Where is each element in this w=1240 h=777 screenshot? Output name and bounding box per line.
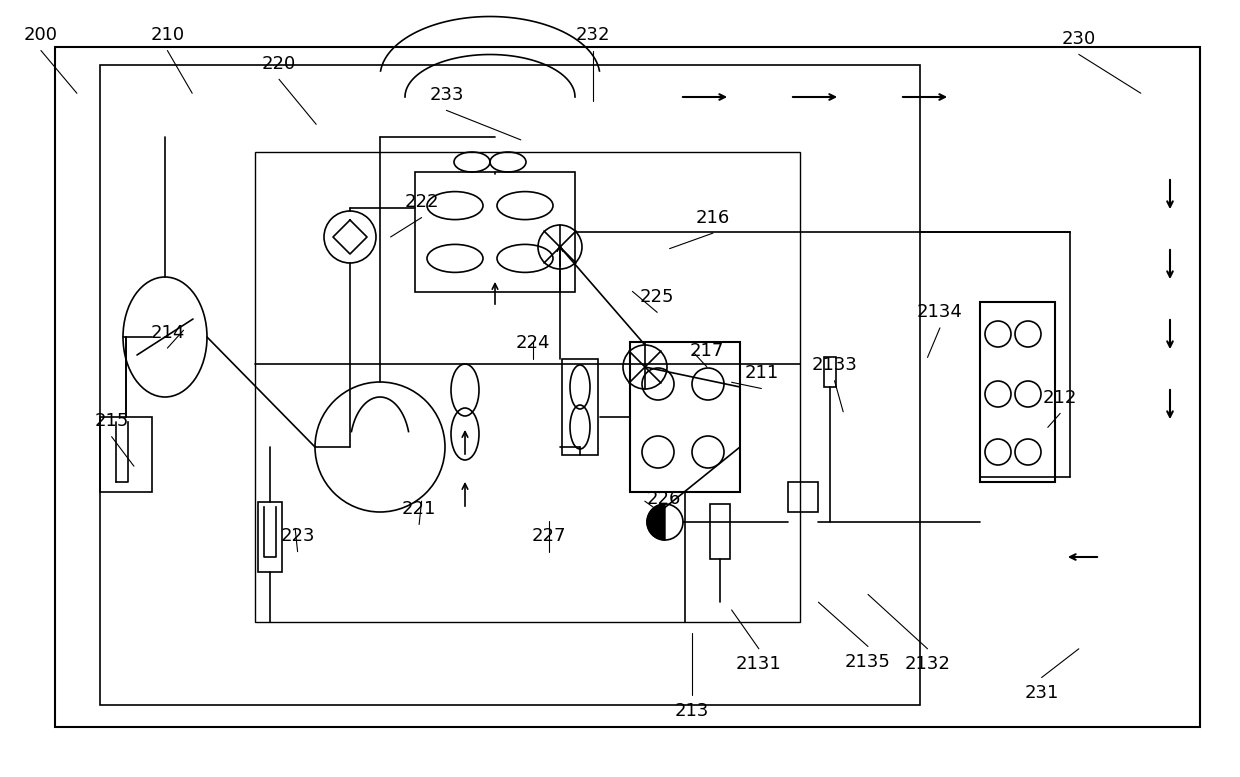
Text: 230: 230 xyxy=(1061,30,1096,48)
Text: 231: 231 xyxy=(1024,684,1059,702)
Text: 200: 200 xyxy=(24,26,58,44)
Text: 223: 223 xyxy=(280,527,315,545)
Bar xyxy=(55,47,1200,727)
Bar xyxy=(980,302,1055,482)
Text: 226: 226 xyxy=(646,490,681,508)
Text: 224: 224 xyxy=(516,334,551,353)
Text: 2132: 2132 xyxy=(905,655,950,674)
Bar xyxy=(255,152,800,622)
Text: 210: 210 xyxy=(150,26,185,44)
Bar xyxy=(630,342,740,492)
Text: 225: 225 xyxy=(640,287,675,306)
Text: 212: 212 xyxy=(1043,388,1078,407)
Polygon shape xyxy=(647,504,665,540)
Text: 2131: 2131 xyxy=(737,655,781,674)
Text: 222: 222 xyxy=(404,193,439,211)
Text: 220: 220 xyxy=(262,54,296,73)
Text: 2133: 2133 xyxy=(812,356,857,375)
Bar xyxy=(787,482,818,512)
Text: 232: 232 xyxy=(575,26,610,44)
Text: 216: 216 xyxy=(696,208,730,227)
Bar xyxy=(562,359,598,455)
Text: 213: 213 xyxy=(675,702,709,720)
Text: 214: 214 xyxy=(150,323,185,342)
Text: 2134: 2134 xyxy=(918,303,962,322)
Text: 217: 217 xyxy=(689,342,724,361)
Text: 211: 211 xyxy=(744,364,779,382)
Text: 221: 221 xyxy=(402,500,436,518)
Bar xyxy=(100,65,920,705)
Bar xyxy=(258,502,281,572)
Bar xyxy=(415,172,575,292)
Bar xyxy=(100,417,153,492)
Text: 2135: 2135 xyxy=(846,653,890,671)
Bar xyxy=(825,357,836,387)
Text: 215: 215 xyxy=(94,412,129,430)
Bar xyxy=(711,504,730,559)
Text: 233: 233 xyxy=(429,85,464,104)
Text: 227: 227 xyxy=(532,527,567,545)
